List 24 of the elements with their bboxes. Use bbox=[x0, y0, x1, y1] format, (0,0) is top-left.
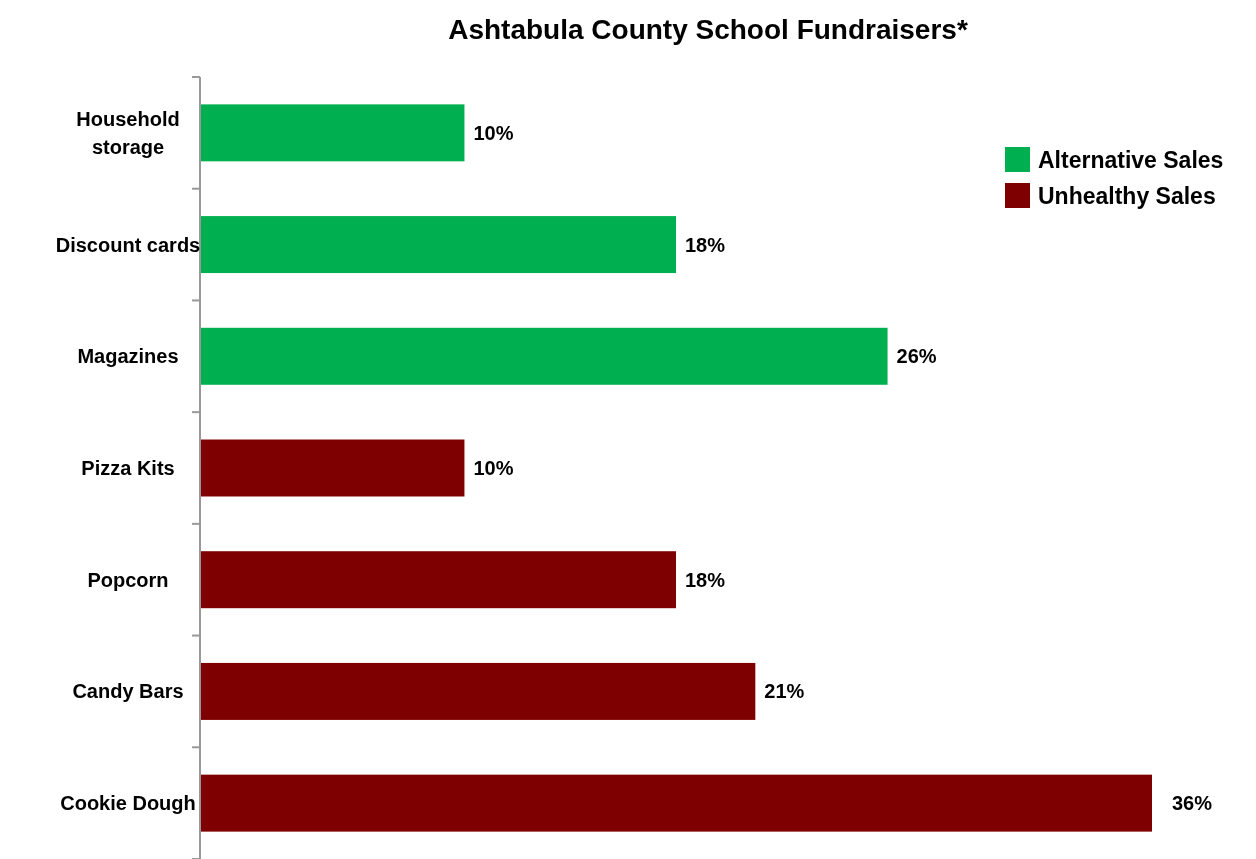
y-tick-label: Discount cards bbox=[55, 233, 201, 256]
legend-label: Unhealthy Sales bbox=[1038, 182, 1216, 209]
data-label: 10% bbox=[473, 457, 514, 479]
y-tick-label: Candy Bars bbox=[72, 680, 184, 703]
bar bbox=[200, 774, 1152, 832]
bar bbox=[200, 439, 465, 497]
bar bbox=[200, 327, 888, 385]
legend-label: Alternative Sales bbox=[1038, 146, 1224, 173]
data-label: 18% bbox=[685, 233, 726, 256]
bar bbox=[200, 662, 756, 720]
bar bbox=[200, 551, 676, 609]
y-tick-label: Pizza Kits bbox=[81, 457, 175, 479]
chart-title: Ashtabula County School Fundraisers* bbox=[448, 14, 968, 45]
data-label: 36% bbox=[1172, 792, 1213, 815]
data-label: 21% bbox=[764, 680, 805, 703]
y-tick-label: Popcorn bbox=[87, 568, 169, 591]
bar bbox=[200, 104, 465, 162]
bar bbox=[200, 216, 676, 274]
y-tick-label: Household storage bbox=[76, 107, 180, 158]
data-label: 26% bbox=[896, 345, 937, 368]
data-label: 10% bbox=[473, 121, 514, 144]
y-tick-label: Cookie Dough bbox=[60, 792, 196, 815]
y-tick-label: Magazines bbox=[77, 345, 179, 368]
data-label: 18% bbox=[685, 568, 726, 591]
